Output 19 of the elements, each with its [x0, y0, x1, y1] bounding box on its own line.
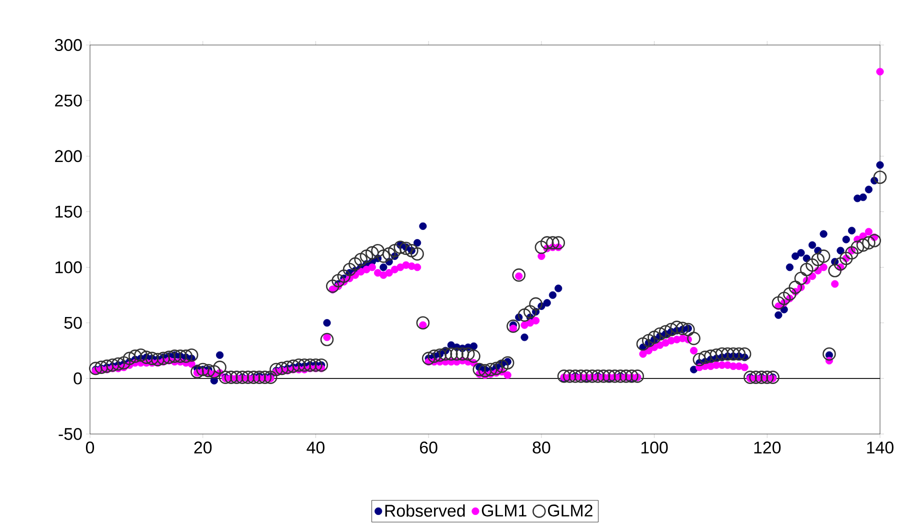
x-tick-label: 0	[86, 442, 94, 454]
x-tick-label: 60	[420, 442, 438, 454]
legend-label: GLM1	[482, 504, 526, 517]
x-tick-label: 120	[754, 442, 781, 454]
x-tick-label: 80	[532, 442, 550, 454]
y-tick-label: 100	[56, 261, 82, 274]
y-tick-label: -50	[58, 428, 82, 440]
y-tick-label: 200	[55, 150, 82, 162]
x-tick-label: 140	[867, 442, 894, 454]
y-tick-label: 0	[74, 372, 82, 384]
x-tick-label: 100	[641, 442, 668, 454]
legend-label: GLM2	[548, 504, 592, 517]
y-tick-label: 150	[56, 206, 82, 218]
y-tick-label: 50	[64, 316, 82, 329]
legend-label: Robserved	[385, 504, 465, 517]
y-tick-label: 300	[54, 39, 82, 51]
x-tick-label: 20	[194, 442, 212, 454]
y-tick-label: 250	[55, 94, 82, 107]
x-tick-label: 40	[306, 442, 324, 454]
